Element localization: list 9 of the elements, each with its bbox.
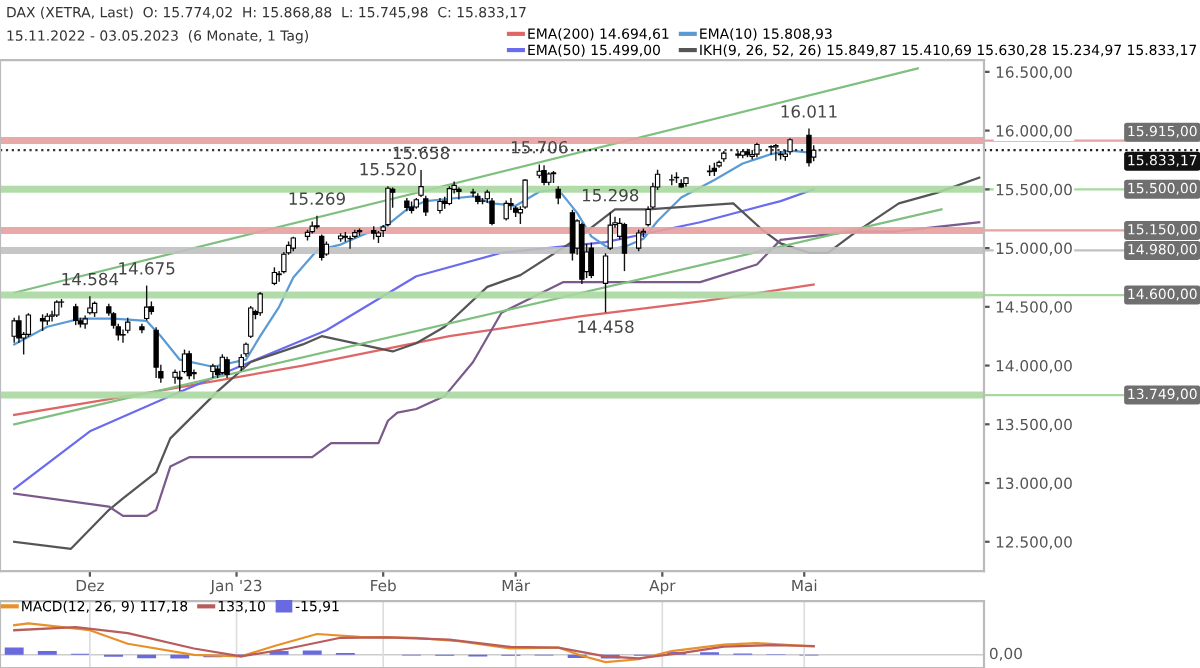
annotation: 15.706: [511, 140, 568, 154]
annotation: 15.520: [360, 162, 416, 176]
annotation: 15.658: [393, 146, 450, 160]
annotation: 14.675: [119, 262, 175, 275]
annotation: 15.269: [289, 192, 345, 205]
annotation: 16.011: [781, 105, 837, 118]
annotation: 15.298: [582, 188, 639, 202]
annotation: 14.584: [62, 272, 119, 286]
annotation: 14.458: [578, 320, 634, 333]
